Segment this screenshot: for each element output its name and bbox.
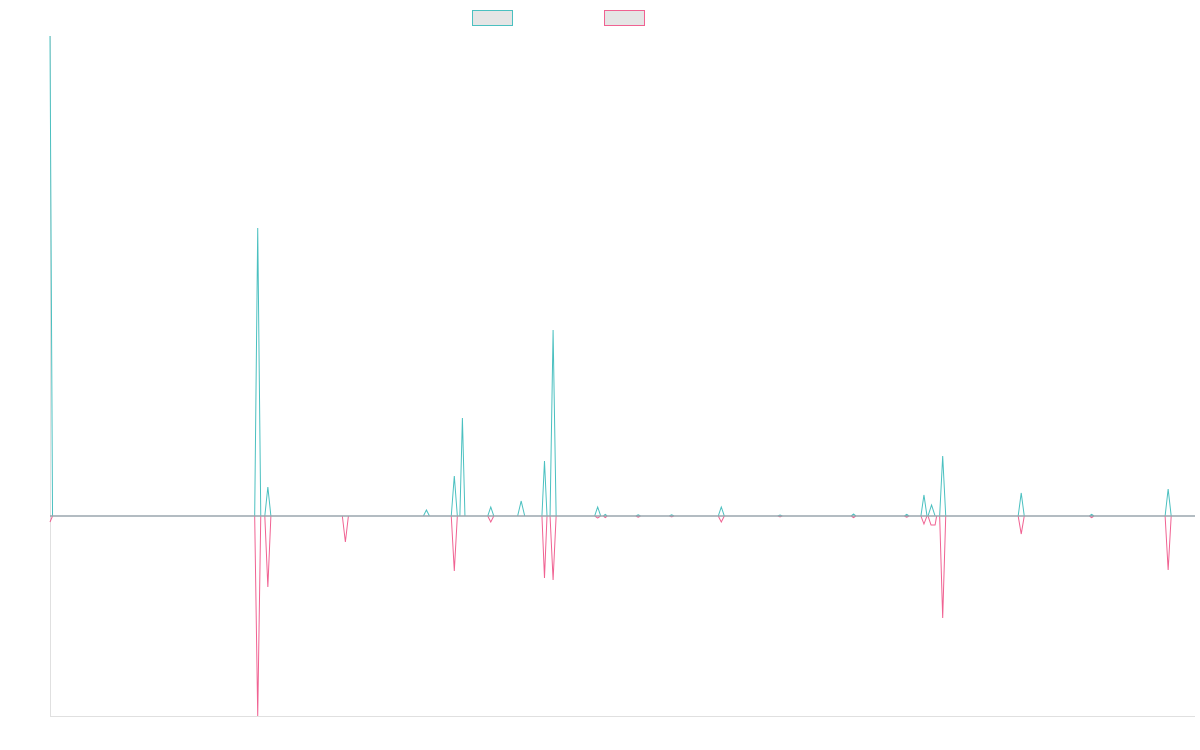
- series-line-2: [49, 515, 1195, 717]
- series-line-1: [49, 35, 1195, 517]
- axes: [50, 36, 1195, 717]
- legend-swatch-2[interactable]: [604, 10, 645, 26]
- legend: [472, 10, 645, 26]
- series-group: [49, 35, 1195, 717]
- legend-swatch-1[interactable]: [472, 10, 513, 26]
